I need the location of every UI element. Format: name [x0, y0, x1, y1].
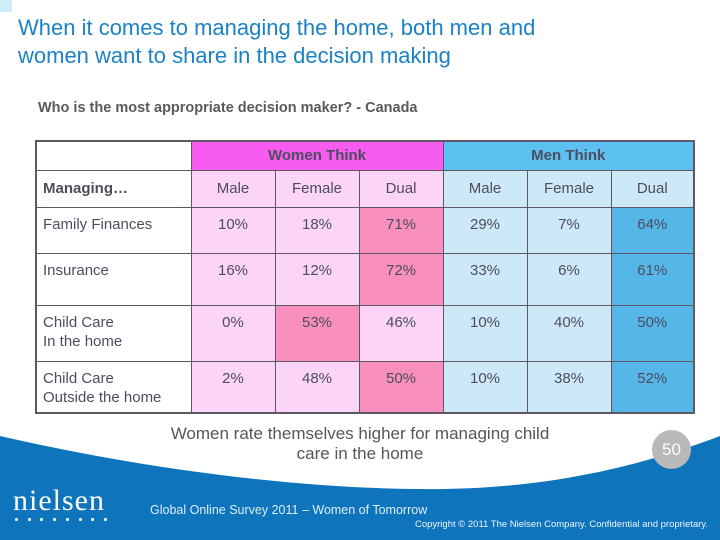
table-cell-highlight: 53%: [274, 304, 360, 362]
table-cell-highlight: 64%: [610, 206, 695, 254]
footer-wave: [0, 436, 720, 540]
men-female-header: Female: [526, 169, 612, 208]
table-subheader-row: Managing… Male Female Dual Male Female D…: [35, 169, 695, 208]
table-cell-highlight: 61%: [610, 252, 695, 306]
table-cell: 46%: [358, 304, 444, 362]
page-number-badge: 50: [652, 430, 691, 469]
decision-maker-table: Women Think Men Think Managing… Male Fem…: [35, 140, 695, 414]
corner-accent-square: [0, 0, 12, 12]
table-cell: 10%: [442, 360, 528, 414]
table-cell-highlight: 71%: [358, 206, 444, 254]
slide-subtitle: Who is the most appropriate decision mak…: [38, 100, 418, 116]
table-cell: 38%: [526, 360, 612, 414]
table-cell: 10%: [442, 304, 528, 362]
table-corner-blank-cell: [35, 140, 192, 171]
table-cell: 0%: [190, 304, 276, 362]
table-cell: 12%: [274, 252, 360, 306]
takeaway-line2: care in the home: [296, 444, 424, 463]
men-think-header: Men Think: [442, 140, 695, 171]
row-label-family-finances: Family Finances: [35, 206, 192, 254]
table-cell-highlight: 50%: [610, 304, 695, 362]
takeaway-line1: Women rate themselves higher for managin…: [170, 424, 550, 443]
table-group-header-row: Women Think Men Think: [35, 140, 695, 171]
row-label-insurance: Insurance: [35, 252, 192, 306]
table-cell: 29%: [442, 206, 528, 254]
table-cell: 48%: [274, 360, 360, 414]
table-cell: 16%: [190, 252, 276, 306]
page-number: 50: [662, 439, 681, 459]
women-dual-header: Dual: [358, 169, 444, 208]
table-cell: 18%: [274, 206, 360, 254]
men-male-header: Male: [442, 169, 528, 208]
table-cell: 2%: [190, 360, 276, 414]
managing-header-cell: Managing…: [35, 169, 192, 208]
women-think-header: Women Think: [190, 140, 444, 171]
row-label-childcare-outside-home: Child Care Outside the home: [35, 360, 192, 414]
takeaway-text: Women rate themselves higher for managin…: [90, 424, 630, 464]
slide-title-line1: When it comes to managing the home, both…: [18, 15, 536, 40]
women-female-header: Female: [274, 169, 360, 208]
table-row: Child Care Outside the home 2% 48% 50% 1…: [35, 360, 695, 414]
table-cell-highlight: 50%: [358, 360, 444, 414]
table-row: Child Care In the home 0% 53% 46% 10% 40…: [35, 304, 695, 362]
table-cell: 10%: [190, 206, 276, 254]
row-label-childcare-in-home: Child Care In the home: [35, 304, 192, 362]
table-row: Insurance 16% 12% 72% 33% 6% 61%: [35, 252, 695, 306]
table-cell-highlight: 72%: [358, 252, 444, 306]
women-male-header: Male: [190, 169, 276, 208]
table-row: Family Finances 10% 18% 71% 29% 7% 64%: [35, 206, 695, 254]
table-cell: 6%: [526, 252, 612, 306]
nielsen-logo: nielsen: [13, 484, 105, 517]
nielsen-logo-dots: [15, 518, 107, 521]
men-dual-header: Dual: [610, 169, 695, 208]
table-cell: 7%: [526, 206, 612, 254]
slide-title-line2: women want to share in the decision maki…: [18, 43, 451, 68]
slide-title: When it comes to managing the home, both…: [18, 14, 708, 70]
table-cell: 33%: [442, 252, 528, 306]
copyright-text: Copyright © 2011 The Nielsen Company. Co…: [414, 519, 708, 530]
table-cell-highlight: 52%: [610, 360, 695, 414]
table-cell: 40%: [526, 304, 612, 362]
survey-source-text: Global Online Survey 2011 – Women of Tom…: [150, 503, 428, 517]
